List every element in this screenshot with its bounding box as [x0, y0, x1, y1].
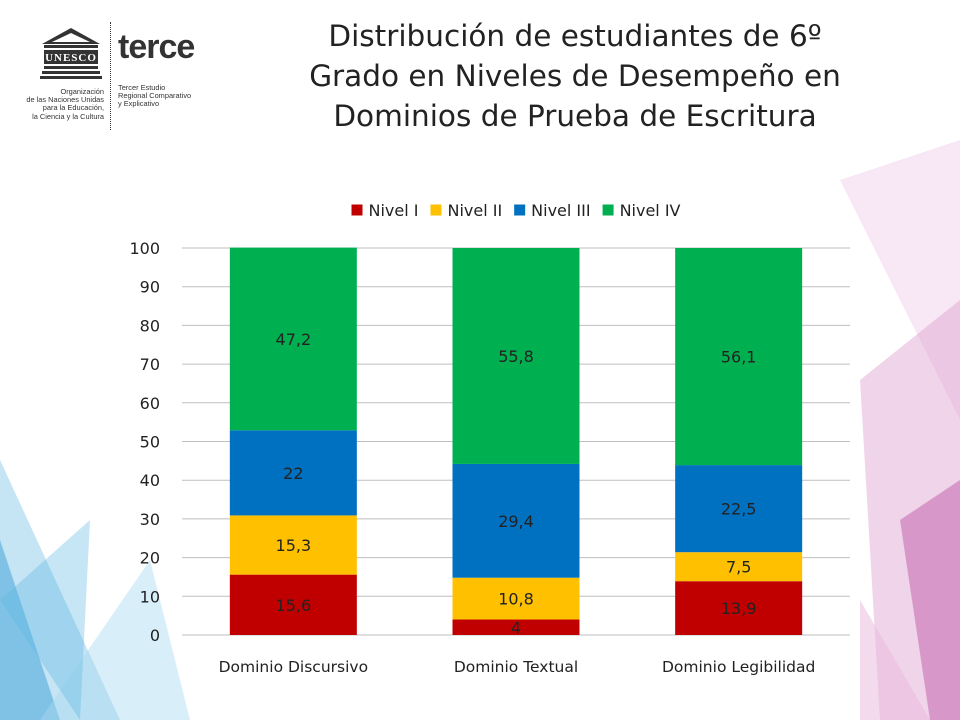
data-label: 29,4 — [498, 512, 534, 531]
y-tick-label: 20 — [140, 549, 160, 568]
legend-label: Nivel IV — [620, 201, 681, 220]
legend-label: Nivel II — [447, 201, 502, 220]
bar-segment — [675, 581, 803, 635]
legend-swatch — [602, 204, 614, 216]
y-tick-label: 60 — [140, 394, 160, 413]
unesco-logo: UNESCO — [40, 28, 102, 79]
y-tick-label: 90 — [140, 278, 160, 297]
unesco-wordmark: UNESCO — [45, 52, 97, 64]
terce-logo: terce — [118, 28, 195, 66]
bar-segment — [229, 574, 357, 635]
data-label: 7,5 — [726, 558, 751, 577]
logo-area: UNESCO Organización de las Naciones Unid… — [10, 22, 215, 132]
bar-segment — [229, 430, 357, 516]
bar-segment — [675, 465, 803, 553]
legend-label: Nivel III — [531, 201, 590, 220]
legend-swatch — [514, 204, 526, 216]
bar-segment — [675, 248, 803, 466]
y-tick-label: 0 — [150, 626, 160, 645]
data-label: 56,1 — [721, 348, 757, 367]
legend-label: Nivel I — [368, 201, 418, 220]
bar-segment — [452, 248, 580, 464]
bar-segment — [229, 515, 357, 575]
bar-segment — [229, 247, 357, 431]
data-label: 22,5 — [721, 500, 757, 519]
data-label: 4 — [511, 618, 521, 637]
bar-segment — [452, 619, 580, 635]
bar-segment — [675, 552, 803, 582]
unesco-caption: Organización de las Naciones Unidas para… — [26, 87, 104, 121]
y-tick-label: 10 — [140, 587, 160, 606]
x-tick-label: Dominio Legibilidad — [662, 658, 815, 676]
x-tick-label: Dominio Discursivo — [219, 658, 368, 676]
legend-swatch — [351, 204, 363, 216]
data-label: 13,9 — [721, 599, 757, 618]
data-label: 55,8 — [498, 347, 534, 366]
y-tick-label: 100 — [129, 239, 160, 258]
bar-segment — [452, 463, 580, 578]
chart-title: Distribución de estudiantes de 6º Grado … — [309, 19, 841, 133]
data-label: 10,8 — [498, 590, 534, 609]
bar-segment — [452, 577, 580, 620]
data-label: 47,2 — [276, 330, 312, 349]
y-tick-label: 50 — [140, 433, 160, 452]
terce-caption: Tercer Estudio Regional Comparativo y Ex… — [118, 83, 192, 109]
y-tick-label: 70 — [140, 355, 160, 374]
data-label: 15,3 — [276, 536, 312, 555]
logo-divider — [110, 22, 111, 130]
legend-swatch — [430, 204, 442, 216]
y-tick-label: 80 — [140, 316, 160, 335]
data-label: 15,6 — [276, 596, 312, 615]
x-tick-label: Dominio Textual — [454, 658, 578, 676]
data-label: 22 — [283, 464, 303, 483]
y-tick-label: 30 — [140, 510, 160, 529]
y-tick-label: 40 — [140, 471, 160, 490]
